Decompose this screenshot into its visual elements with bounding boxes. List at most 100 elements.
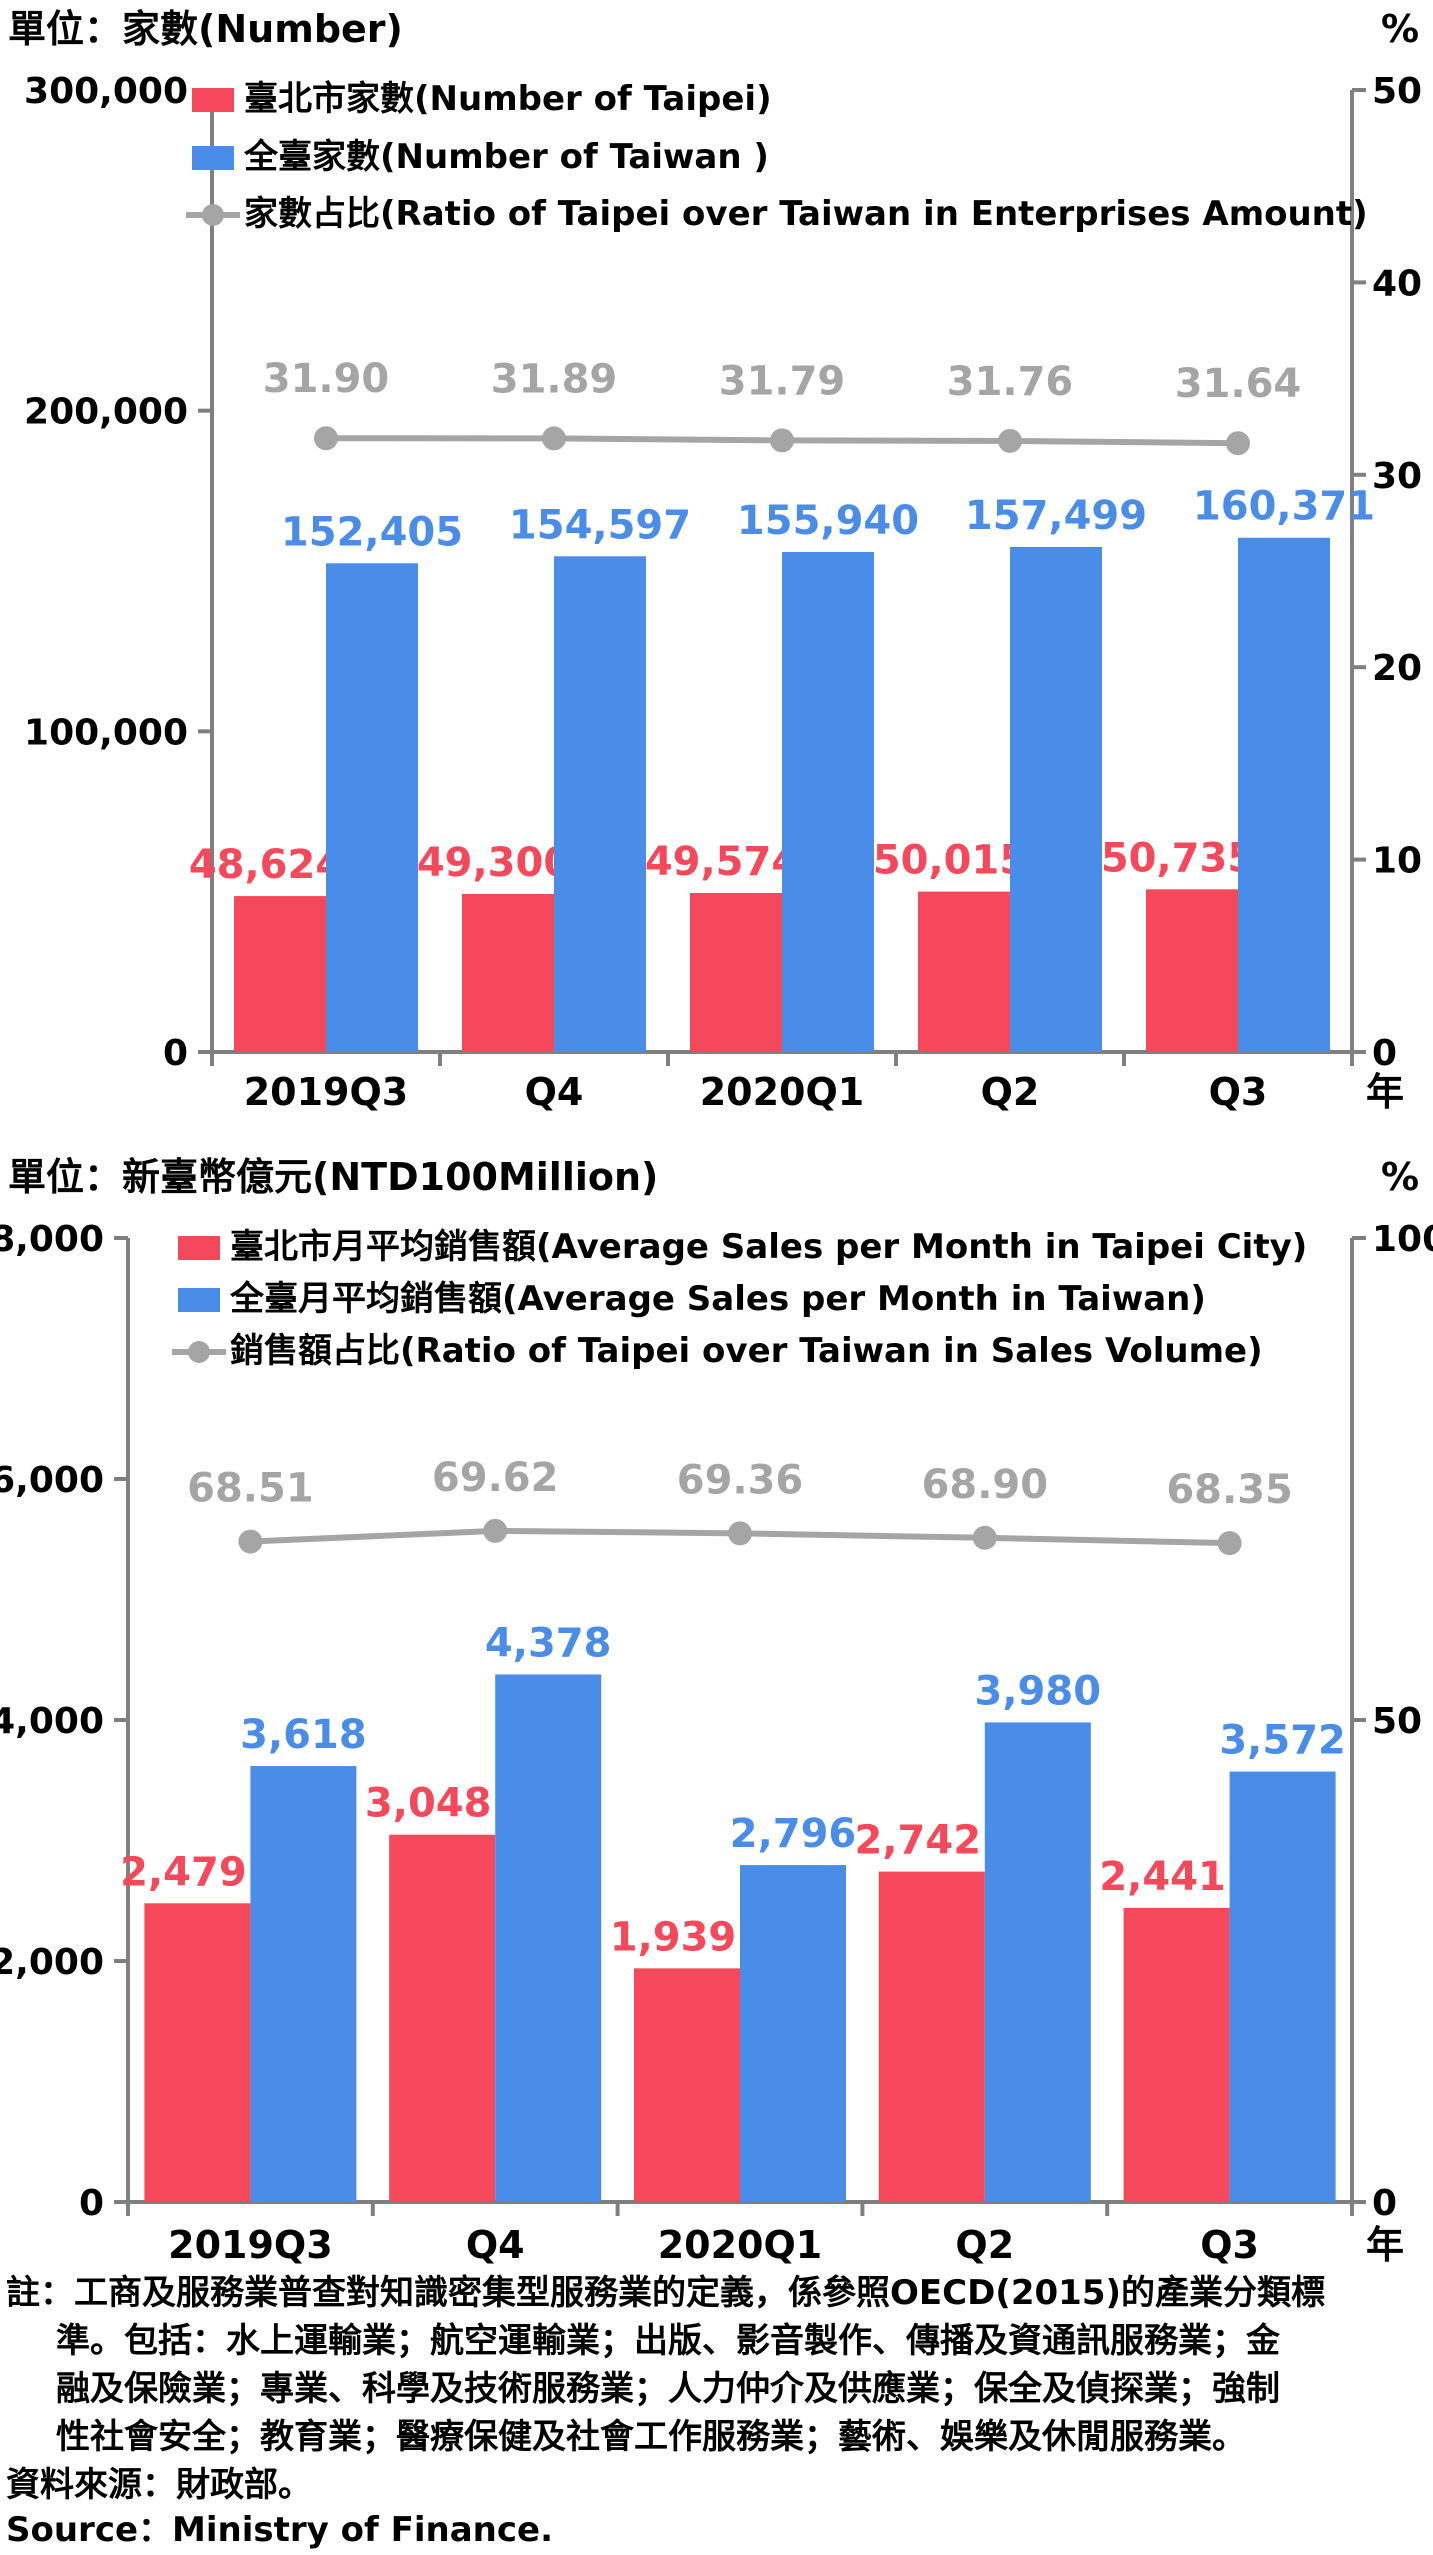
legend-label: 銷售額占比(Ratio of Taipei over Taiwan in Sal… (230, 1331, 1263, 1371)
y2-tick-label: 10 (1372, 841, 1422, 882)
x-tick-label: 2020Q1 (658, 2223, 823, 2267)
bar (740, 1865, 846, 2202)
y-tick-label: 6,000 (0, 1460, 104, 1501)
bar-value-label: 49,574 (645, 839, 799, 885)
right-axis-unit: % (1381, 1155, 1419, 1199)
bar-value-label: 1,939 (610, 1914, 737, 1960)
line-marker (314, 426, 338, 451)
y2-tick-label: 100 (1372, 1219, 1433, 1260)
bar (1146, 889, 1238, 1052)
line-value-label: 69.62 (432, 1455, 559, 1501)
bar-value-label: 155,940 (737, 498, 919, 544)
line-value-label: 68.51 (187, 1466, 314, 1512)
bar (234, 896, 326, 1052)
line-value-label: 68.35 (1166, 1467, 1293, 1513)
legend-marker (202, 204, 224, 226)
y2-tick-label: 20 (1372, 648, 1422, 689)
legend-label: 臺北市家數(Number of Taipei) (244, 79, 772, 119)
line-value-label: 31.90 (263, 356, 390, 402)
bar-value-label: 154,597 (509, 502, 691, 548)
line-marker (1217, 1531, 1242, 1556)
y-tick-label: 100,000 (24, 712, 188, 753)
bar (554, 556, 646, 1052)
left-axis-unit: 單位：新臺幣億元(NTD100Million) (8, 1155, 658, 1199)
line-marker (1226, 431, 1250, 456)
bar-value-label: 50,735 (1101, 835, 1255, 881)
bar (878, 1871, 985, 2202)
source-en: Source：Ministry of Finance. (6, 2510, 553, 2550)
y2-tick-label: 30 (1372, 456, 1422, 497)
bar-value-label: 152,405 (281, 509, 463, 555)
bar-value-label: 2,479 (120, 1849, 247, 1895)
x-axis-year-suffix: 年 (1366, 1070, 1404, 1114)
line-marker (542, 426, 566, 451)
x-tick-label: 2019Q3 (168, 2223, 333, 2267)
x-tick-label: Q2 (981, 1070, 1040, 1114)
y2-tick-label: 50 (1372, 71, 1422, 112)
chart-enterprises: 單位：家數(Number) % 0 100,000 200,000 300,000 0 10 2… (8, 7, 1422, 1114)
y-tick-label: 300,000 (24, 71, 188, 112)
bar (1238, 537, 1330, 1052)
note-line-3: 融及保險業；專業、科學及技術服務業；人力仲介及供應業；保全及偵探業；強制 (56, 2369, 1280, 2409)
line-marker (483, 1518, 508, 1543)
bar (984, 1722, 1091, 2202)
legend-label: 全臺月平均銷售額(Average Sales per Month in Taiw… (229, 1279, 1206, 1319)
bar-value-label: 50,015 (873, 838, 1027, 884)
y-tick-label: 2,000 (0, 1942, 104, 1983)
bar-value-label: 2,796 (730, 1811, 857, 1857)
line-value-label: 31.76 (947, 359, 1074, 405)
x-axis-year-suffix: 年 (1366, 2223, 1404, 2267)
x-tick-label: Q3 (1209, 1070, 1268, 1114)
bar (1229, 1771, 1336, 2202)
line-value-label: 31.89 (491, 356, 618, 402)
line-value-label: 31.79 (719, 358, 846, 404)
bar-value-label: 3,980 (975, 1668, 1102, 1714)
line-marker (238, 1529, 263, 1554)
x-tick-label: 2020Q1 (700, 1070, 865, 1114)
legend-swatch (178, 1288, 220, 1312)
line-marker (998, 428, 1022, 453)
bar-value-label: 48,624 (189, 842, 343, 888)
bar (326, 563, 418, 1052)
bar (690, 893, 782, 1052)
line-marker (770, 428, 794, 453)
legend-marker (188, 1341, 210, 1363)
bar-value-label: 2,742 (855, 1818, 982, 1864)
chart-sales: 單位：新臺幣億元(NTD100Million) % 0 2,000 4,000 6,000… (0, 1155, 1433, 2267)
y2-tick-label: 0 (1372, 1033, 1397, 1074)
bar (634, 1968, 740, 2202)
line-marker (728, 1521, 752, 1546)
y-tick-label: 200,000 (24, 392, 188, 433)
x-tick-label: Q4 (525, 1070, 584, 1114)
bar-value-label: 2,441 (1099, 1854, 1226, 1900)
bar-value-label: 3,572 (1219, 1718, 1346, 1764)
legend-swatch (192, 88, 234, 112)
bar (144, 1903, 251, 2202)
y-tick-label: 8,000 (0, 1219, 104, 1260)
bar-value-label: 49,300 (417, 840, 571, 886)
right-axis-unit: % (1381, 7, 1419, 51)
bar-value-label: 4,378 (485, 1620, 612, 1666)
x-tick-label: Q2 (955, 2223, 1014, 2267)
bar (462, 893, 554, 1052)
y-tick-label: 0 (79, 2183, 104, 2224)
bar-value-label: 3,618 (240, 1712, 367, 1758)
legend-swatch (178, 1236, 220, 1260)
left-axis-unit: 單位：家數(Number) (8, 7, 403, 51)
note-line-1: 註：工商及服務業普查對知識密集型服務業的定義，係參照OECD(2015)的產業分… (6, 2273, 1326, 2313)
x-tick-label: Q3 (1200, 2223, 1259, 2267)
line-marker (972, 1525, 997, 1550)
legend-label: 臺北市月平均銷售額(Average Sales per Month in Tai… (230, 1227, 1307, 1267)
x-tick-label: 2019Q3 (244, 1070, 409, 1114)
bar (918, 891, 1010, 1052)
bar (495, 1674, 602, 2202)
bar (1010, 546, 1102, 1052)
line-value-label: 31.64 (1175, 361, 1302, 407)
line-value-label: 69.36 (677, 1457, 804, 1503)
bar-value-label: 157,499 (965, 493, 1147, 539)
bar (1123, 1907, 1230, 2202)
legend-label: 全臺家數(Number of Taiwan ) (243, 137, 769, 177)
x-tick-label: Q4 (466, 2223, 525, 2267)
line-value-label: 68.90 (922, 1462, 1049, 1508)
y2-tick-label: 40 (1372, 263, 1422, 304)
